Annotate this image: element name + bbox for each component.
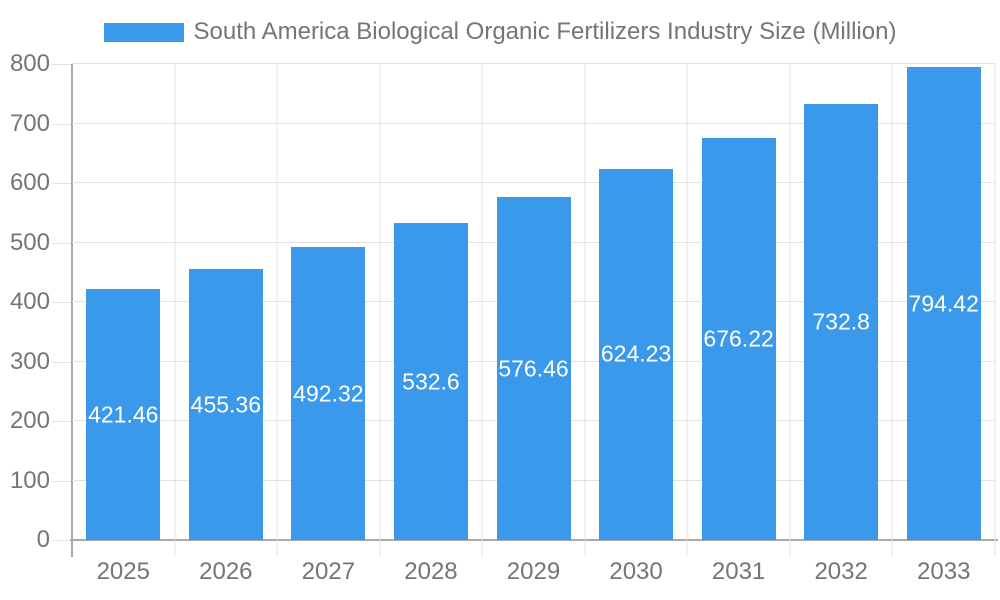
x-axis-labels: 2025 2026 2027 2028 2029 2030 2031 2032 2033 xyxy=(72,558,995,590)
x-tick-label-2032: 2032 xyxy=(814,558,868,585)
y-tick-mark xyxy=(52,123,72,125)
x-tick-mark xyxy=(584,540,586,556)
x-tick-mark xyxy=(379,540,381,556)
chart-title: South America Biological Organic Fertili… xyxy=(193,18,897,45)
y-tick-mark xyxy=(52,302,72,303)
gridline-vertical xyxy=(276,64,278,540)
bar-value-label: 794.42 xyxy=(908,290,979,317)
bar-2033[interactable]: 794.42 xyxy=(906,67,981,540)
bar-2028[interactable]: 532.6 xyxy=(393,223,468,540)
y-tick-label: 0 xyxy=(36,526,50,553)
y-tick-label: 700 xyxy=(9,109,50,137)
y-tick-label: 400 xyxy=(9,288,50,315)
x-tick-label-2028: 2028 xyxy=(404,558,458,585)
legend-item[interactable]: South America Biological Organic Fertili… xyxy=(103,18,897,46)
y-axis-labels: 0 100 200 300 400 500 600 700 800 xyxy=(0,50,50,553)
legend: South America Biological Organic Fertili… xyxy=(0,18,1000,46)
gridline-vertical xyxy=(379,64,381,540)
x-tick-mark xyxy=(481,540,483,556)
gridline-horizontal xyxy=(72,122,995,124)
y-tick-mark xyxy=(52,183,72,184)
gridline-vertical xyxy=(584,64,586,540)
x-tick-mark xyxy=(276,540,278,556)
y-tick-mark xyxy=(52,242,72,244)
bar-2031[interactable]: 676.22 xyxy=(701,137,776,540)
x-tick-label-2031: 2031 xyxy=(711,558,766,585)
y-tick-label: 200 xyxy=(9,407,50,434)
x-tick-mark xyxy=(789,540,791,556)
gridline-vertical xyxy=(174,64,176,540)
y-tick-mark xyxy=(52,540,72,541)
bar-2025[interactable]: 421.46 xyxy=(86,289,161,540)
bar-value-label: 455.36 xyxy=(190,391,262,418)
x-tick-mark xyxy=(174,540,176,556)
x-tick-mark xyxy=(891,540,893,556)
x-tick-label-2027: 2027 xyxy=(301,558,356,585)
gridline-vertical xyxy=(789,64,791,540)
gridline-vertical xyxy=(481,64,483,540)
bar-2029[interactable]: 576.46 xyxy=(496,197,571,540)
plot-area: 421.46 455.36 492.32 532.6 576.46 624.23 676.2… xyxy=(70,63,998,557)
y-tick-label: 600 xyxy=(9,169,50,196)
gridline-vertical xyxy=(686,64,688,540)
bar-value-label: 732.8 xyxy=(812,308,870,335)
x-tick-mark xyxy=(994,540,996,556)
y-tick-label: 100 xyxy=(9,466,50,494)
y-tick-mark xyxy=(52,480,72,482)
bar-value-label: 492.32 xyxy=(293,380,364,407)
y-tick-mark xyxy=(52,421,72,422)
y-tick-label: 800 xyxy=(9,50,50,77)
x-axis-ticks xyxy=(72,540,996,556)
y-axis-ticks xyxy=(52,64,72,541)
x-tick-label-2030: 2030 xyxy=(609,558,663,585)
bar-value-label: 576.46 xyxy=(498,355,569,381)
bar-value-label: 676.22 xyxy=(703,325,774,352)
y-tick-label: 500 xyxy=(9,228,50,256)
bar-value-label: 421.46 xyxy=(88,401,159,428)
x-tick-label-2033: 2033 xyxy=(917,558,971,585)
gridline-vertical xyxy=(994,64,996,540)
y-tick-mark xyxy=(52,64,72,65)
bar-2030[interactable]: 624.23 xyxy=(599,168,674,540)
x-tick-label-2029: 2029 xyxy=(506,558,561,585)
bar-value-label: 532.6 xyxy=(402,368,460,395)
x-tick-label-2026: 2026 xyxy=(199,558,253,585)
legend-swatch xyxy=(103,22,184,42)
bar-2026[interactable]: 455.36 xyxy=(188,269,263,540)
gridline-horizontal xyxy=(72,63,995,64)
x-tick-label-2025: 2025 xyxy=(96,558,150,585)
y-tick-label: 300 xyxy=(9,347,50,375)
bar-2032[interactable]: 732.8 xyxy=(804,103,879,540)
bar-value-label: 624.23 xyxy=(600,340,672,367)
gridline-vertical xyxy=(891,64,893,540)
gridline-horizontal xyxy=(72,182,995,183)
y-tick-mark xyxy=(52,361,72,363)
y-axis-line xyxy=(71,64,73,557)
x-axis-line xyxy=(70,539,998,541)
x-tick-mark xyxy=(686,540,688,556)
bar-2027[interactable]: 492.32 xyxy=(291,247,366,540)
